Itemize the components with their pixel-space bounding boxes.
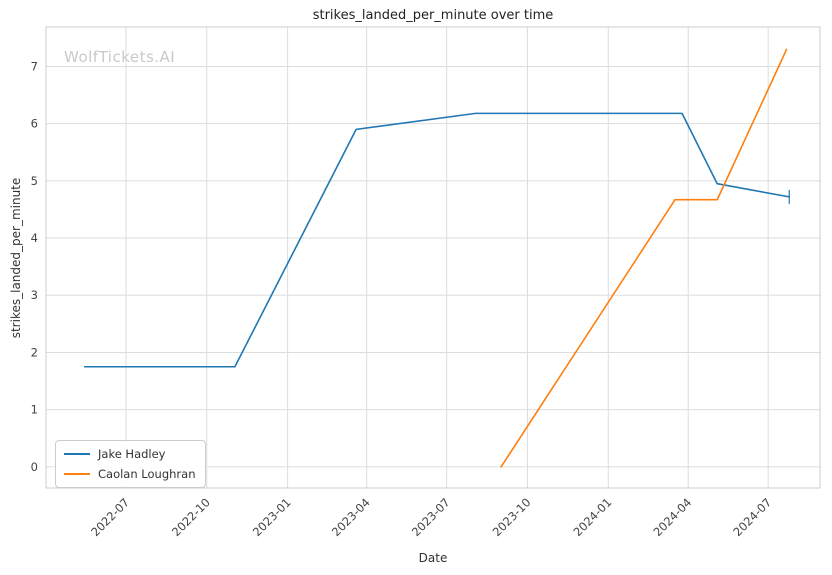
y-axis-label: strikes_landed_per_minute	[9, 177, 23, 339]
chart-title: strikes_landed_per_minute over time	[312, 8, 554, 23]
x-axis-label: Date	[418, 551, 448, 565]
legend-label-jake-hadley: Jake Hadley	[98, 447, 166, 461]
legend-line-sample-jake-hadley	[64, 453, 90, 455]
y-tick-label: 0	[31, 460, 38, 474]
series-line-jake-hadley	[83, 112, 791, 368]
series-line-caolan-loughran	[500, 48, 788, 468]
legend-item-caolan-loughran: Caolan Loughran	[64, 467, 195, 481]
y-tick-label: 3	[31, 288, 38, 302]
watermark: WolfTickets.AI	[64, 48, 176, 66]
axes-border	[45, 26, 821, 489]
y-tick-label: 6	[31, 117, 38, 131]
legend-line-sample-caolan-loughran	[64, 473, 90, 475]
y-tick-label: 5	[31, 174, 38, 188]
y-tick-label: 2	[31, 345, 38, 359]
y-tick-label: 4	[31, 231, 38, 245]
legend: Jake Hadley Caolan Loughran	[55, 440, 207, 488]
y-tick-label: 1	[31, 403, 38, 417]
y-tick-label: 7	[31, 59, 38, 73]
legend-item-jake-hadley: Jake Hadley	[64, 447, 195, 461]
legend-label-caolan-loughran: Caolan Loughran	[98, 467, 196, 481]
